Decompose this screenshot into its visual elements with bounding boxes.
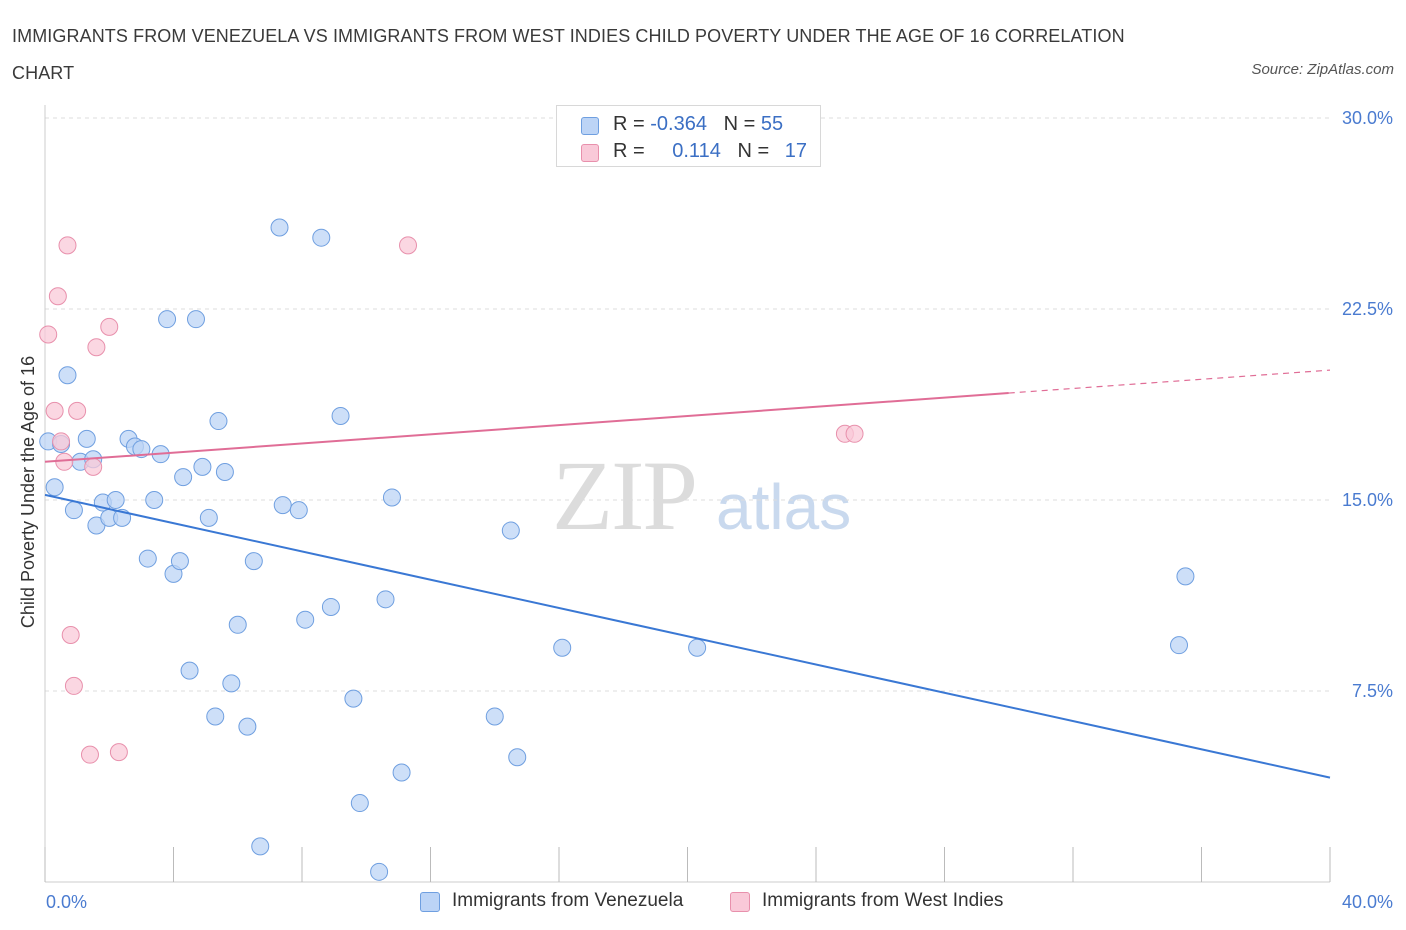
data-point-venezuela — [174, 468, 193, 487]
correlation-legend: R = -0.364 N = 55 R = 0.114 N = 17 — [556, 105, 821, 167]
data-point-westindies — [87, 338, 106, 357]
data-point-venezuela — [106, 491, 125, 509]
y-tick-label: 22.5% — [1342, 299, 1393, 319]
data-point-westindies — [52, 432, 71, 451]
data-point-venezuela — [228, 615, 247, 634]
data-point-venezuela — [222, 674, 241, 693]
series-label-westindies: Immigrants from West Indies — [762, 890, 1004, 911]
data-point-venezuela — [58, 366, 77, 385]
data-point-venezuela — [64, 501, 83, 520]
legend-n-value: 55 — [760, 113, 784, 135]
data-point-venezuela — [45, 478, 64, 497]
data-point-venezuela — [321, 597, 340, 616]
legend-n-label: N = — [723, 113, 761, 135]
legend-row-venezuela: R = -0.364 N = 55 — [581, 113, 783, 139]
data-point-venezuela — [180, 661, 199, 680]
y-tick-label: 15.0% — [1342, 490, 1393, 510]
data-point-westindies — [80, 745, 99, 764]
trend-line-extension-westindies — [1008, 369, 1331, 394]
data-point-venezuela — [485, 707, 504, 726]
data-point-westindies — [100, 317, 119, 336]
chart-title: IMMIGRANTS FROM VENEZUELA VS IMMIGRANTS … — [12, 26, 1125, 83]
data-point-westindies — [64, 676, 83, 695]
data-point-venezuela — [170, 552, 189, 571]
watermark-zip: ZIP — [552, 440, 698, 551]
data-point-venezuela — [270, 218, 289, 237]
data-point-venezuela — [376, 590, 395, 609]
data-point-venezuela — [370, 862, 389, 881]
data-point-venezuela — [289, 501, 308, 520]
legend-r-label: R = — [613, 113, 651, 135]
data-point-venezuela — [382, 488, 401, 507]
data-point-venezuela — [145, 491, 164, 509]
data-point-westindies — [39, 325, 58, 344]
data-point-westindies — [399, 236, 418, 255]
data-point-venezuela — [553, 638, 572, 657]
data-point-venezuela — [1170, 636, 1189, 655]
data-point-venezuela — [392, 763, 411, 782]
data-point-westindies — [48, 287, 67, 306]
data-point-westindies — [45, 401, 64, 420]
legend-swatch-venezuela — [581, 117, 599, 135]
data-point-venezuela — [331, 406, 350, 425]
trend-line-venezuela — [44, 493, 1331, 779]
y-tick-label: 30.0% — [1342, 108, 1393, 128]
data-point-venezuela — [209, 412, 228, 431]
legend-r-label: R = — [613, 140, 651, 162]
data-point-westindies — [61, 625, 80, 644]
series-swatch-westindies — [730, 892, 750, 912]
legend-n-value: 17 — [784, 140, 807, 162]
data-point-venezuela — [206, 707, 225, 726]
data-point-venezuela — [251, 837, 270, 856]
data-point-venezuela — [193, 457, 212, 476]
data-point-venezuela — [688, 638, 707, 657]
legend-row-westindies: R = 0.114 N = 17 — [581, 140, 807, 166]
data-point-venezuela — [344, 689, 363, 708]
series-label-venezuela: Immigrants from Venezuela — [452, 890, 684, 911]
legend-swatch-westindies — [581, 144, 599, 162]
data-point-venezuela — [132, 440, 151, 459]
y-tick-label: 7.5% — [1352, 681, 1393, 701]
data-point-venezuela — [244, 552, 263, 571]
legend-r-value: 0.114 — [672, 140, 721, 162]
data-point-westindies — [68, 401, 87, 420]
x-tick-label-min: 0.0% — [46, 892, 87, 912]
data-point-westindies — [84, 457, 103, 476]
data-point-venezuela — [215, 462, 234, 481]
data-point-venezuela — [186, 310, 205, 329]
source-label: Source: ZipAtlas.com — [1251, 61, 1394, 78]
data-point-venezuela — [158, 310, 177, 329]
data-point-venezuela — [199, 508, 218, 527]
data-point-venezuela — [501, 521, 520, 540]
data-point-venezuela — [238, 717, 257, 736]
data-point-venezuela — [312, 228, 331, 247]
data-point-venezuela — [1176, 567, 1195, 586]
data-point-venezuela — [350, 794, 369, 813]
data-point-venezuela — [508, 748, 527, 767]
data-point-venezuela — [138, 549, 157, 568]
legend-r-value: -0.364 — [650, 113, 707, 135]
data-point-venezuela — [77, 429, 96, 448]
data-point-westindies — [58, 236, 77, 255]
legend-n-label: N = — [737, 140, 775, 162]
watermark-atlas: atlas — [716, 471, 852, 543]
trend-line-westindies — [44, 392, 1009, 463]
x-tick-label-max: 40.0% — [1342, 892, 1393, 912]
data-point-venezuela — [296, 610, 315, 629]
data-point-venezuela — [273, 496, 292, 515]
data-point-westindies — [109, 743, 128, 762]
y-axis-label: Child Poverty Under the Age of 16 — [18, 356, 38, 628]
series-swatch-venezuela — [420, 892, 440, 912]
data-point-westindies — [845, 424, 864, 443]
